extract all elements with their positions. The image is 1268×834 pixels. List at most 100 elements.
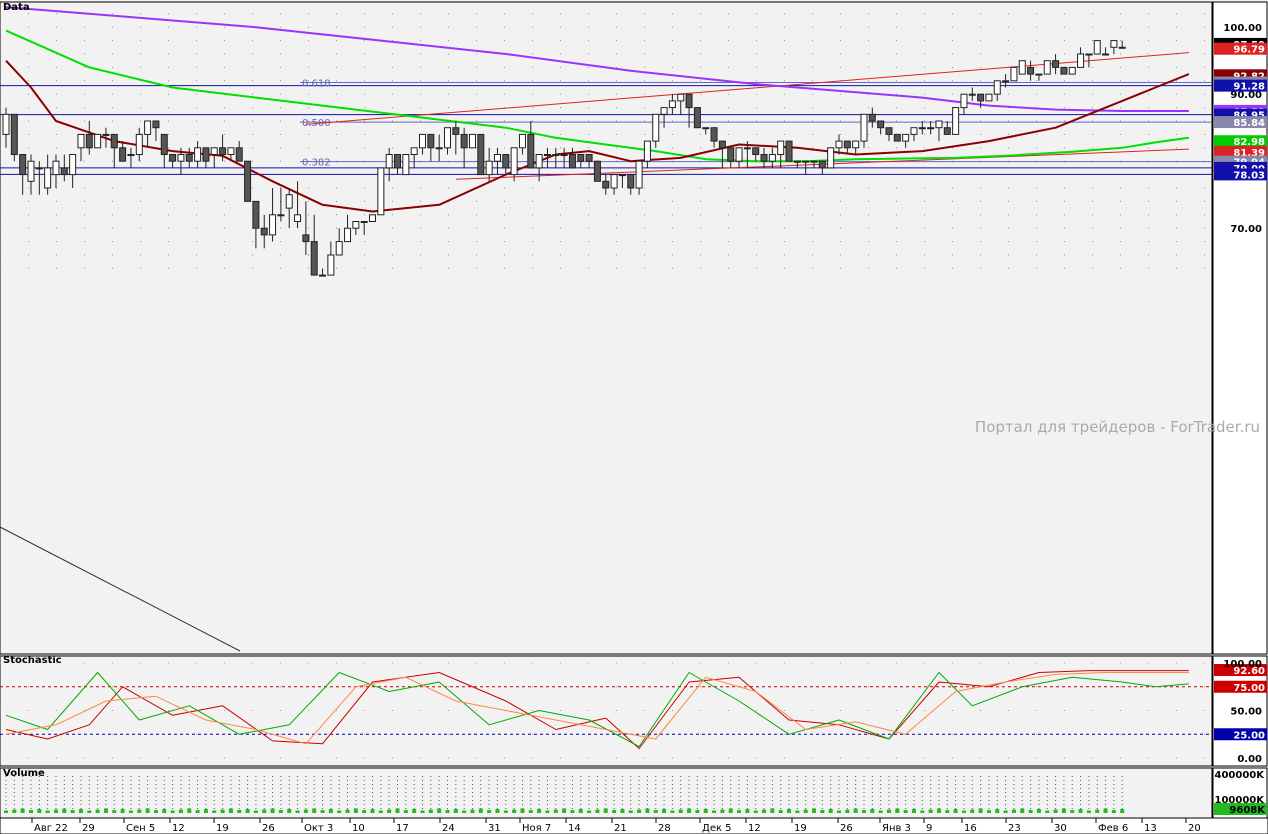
candle[interactable] [768, 147, 776, 168]
candle[interactable] [835, 134, 843, 155]
candle[interactable] [85, 121, 93, 155]
candle[interactable] [743, 141, 751, 168]
candle[interactable] [1002, 74, 1010, 88]
candle[interactable] [952, 107, 960, 135]
candle[interactable] [302, 201, 310, 255]
candle[interactable] [643, 140, 651, 168]
candle[interactable] [235, 141, 243, 162]
candle[interactable] [927, 121, 935, 135]
candle[interactable] [294, 181, 302, 229]
candle[interactable] [94, 133, 102, 149]
candle[interactable] [485, 147, 493, 182]
candle[interactable] [710, 127, 718, 148]
candle[interactable] [627, 174, 635, 195]
candle[interactable] [568, 147, 576, 169]
candle[interactable] [69, 154, 77, 189]
candle[interactable] [560, 147, 568, 168]
candle[interactable] [110, 133, 118, 168]
candle[interactable] [352, 221, 360, 235]
candle[interactable] [785, 140, 793, 162]
candle[interactable] [910, 127, 918, 142]
candle[interactable] [427, 133, 435, 162]
candle[interactable] [1043, 60, 1051, 75]
candle[interactable] [668, 94, 676, 115]
candle[interactable] [319, 268, 327, 277]
candle[interactable] [918, 121, 926, 135]
candle[interactable] [610, 174, 618, 195]
candle[interactable] [443, 127, 451, 155]
candle[interactable] [977, 93, 985, 108]
candle[interactable] [635, 160, 643, 195]
candle[interactable] [802, 160, 810, 175]
candle[interactable] [177, 147, 185, 175]
candle[interactable] [468, 133, 476, 149]
candle[interactable] [219, 134, 227, 162]
candle[interactable] [402, 154, 410, 176]
candle[interactable] [985, 93, 993, 102]
candle[interactable] [52, 154, 60, 189]
candle[interactable] [777, 140, 785, 168]
candle[interactable] [327, 241, 335, 276]
candle[interactable] [344, 214, 352, 243]
candle[interactable] [827, 147, 835, 169]
candle[interactable] [1035, 73, 1043, 81]
candle[interactable] [868, 107, 876, 128]
candle[interactable] [160, 133, 168, 168]
candle[interactable] [377, 167, 385, 216]
candle[interactable] [543, 147, 551, 168]
candle[interactable] [727, 147, 735, 168]
candle[interactable] [10, 113, 18, 162]
candle[interactable] [585, 154, 593, 168]
candle[interactable] [252, 200, 260, 249]
candle[interactable] [435, 134, 443, 162]
candle[interactable] [877, 120, 885, 135]
candle[interactable] [1118, 40, 1126, 49]
candle[interactable] [1027, 60, 1035, 81]
candle[interactable] [394, 154, 402, 175]
candle[interactable] [169, 154, 177, 168]
candle[interactable] [77, 133, 85, 162]
candle[interactable] [793, 160, 801, 168]
candle[interactable] [119, 141, 127, 162]
candle[interactable] [44, 154, 52, 195]
candle[interactable] [885, 127, 893, 142]
candle[interactable] [660, 107, 668, 128]
candle[interactable] [152, 120, 160, 142]
candle[interactable] [1077, 47, 1085, 68]
candle[interactable] [993, 80, 1001, 101]
candle[interactable] [1102, 47, 1110, 56]
candle[interactable] [335, 228, 343, 256]
candle[interactable] [19, 154, 27, 195]
candle[interactable] [810, 160, 818, 168]
candle[interactable] [2, 107, 10, 148]
candle[interactable] [410, 147, 418, 168]
candle[interactable] [477, 133, 485, 176]
candle[interactable] [185, 147, 193, 168]
candle[interactable] [35, 161, 43, 195]
candle[interactable] [102, 127, 110, 148]
candle[interactable] [385, 147, 393, 182]
candle[interactable] [702, 127, 710, 135]
candle[interactable] [1060, 66, 1068, 75]
candle[interactable] [1010, 66, 1018, 82]
candle[interactable] [902, 133, 910, 148]
candle[interactable] [510, 147, 518, 182]
candle[interactable] [552, 147, 560, 168]
candle[interactable] [135, 127, 143, 162]
candle[interactable] [752, 147, 760, 162]
candle[interactable] [518, 133, 526, 155]
candle[interactable] [1068, 66, 1076, 75]
candle[interactable] [210, 147, 218, 168]
candle[interactable] [460, 127, 468, 168]
candle[interactable] [943, 121, 951, 135]
candle[interactable] [843, 140, 851, 155]
candle[interactable] [677, 93, 685, 115]
candle[interactable] [419, 133, 426, 155]
candle[interactable] [1052, 54, 1060, 75]
candle[interactable] [127, 147, 135, 168]
candle[interactable] [860, 113, 868, 148]
candle[interactable] [685, 93, 693, 128]
candle[interactable] [194, 141, 202, 168]
candle[interactable] [260, 214, 268, 249]
